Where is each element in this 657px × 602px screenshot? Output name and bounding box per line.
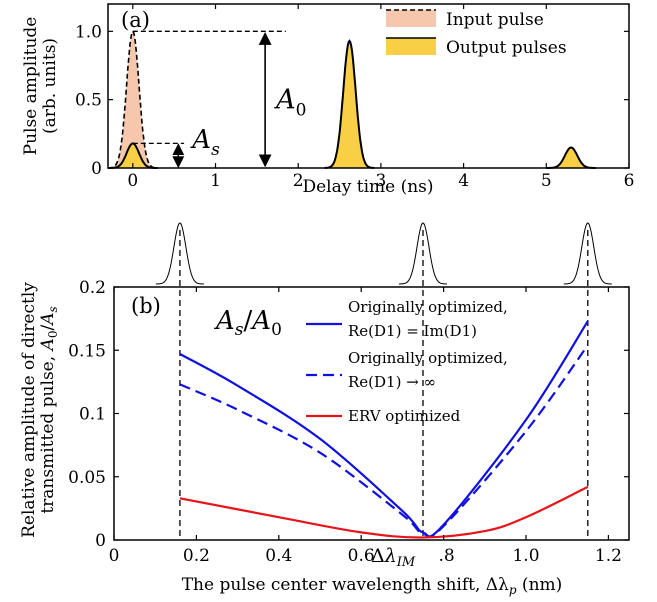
panel-b-legend: Originally optimized, Re(D1) = Im(D1) Orig… bbox=[306, 298, 508, 425]
legend-label-series-originally-optimized-equal: Originally optimized, bbox=[348, 298, 508, 316]
legend-label-line2-series-originally-optimized-infinite: Re(D1) → ∞ bbox=[348, 373, 436, 391]
b-ytick-label: 0 bbox=[95, 531, 106, 551]
panel-a-frame bbox=[107, 3, 630, 169]
a-ytick-label: 0.5 bbox=[75, 91, 102, 111]
b-xtick-label: 1.2 bbox=[595, 546, 622, 566]
legend-label-line2-series-originally-optimized-equal: Re(D1) = Im(D1) bbox=[348, 322, 477, 340]
panel-a-x-ticks: 0 1 2 3 4 5 6 bbox=[127, 4, 634, 191]
inset-pulse-0 bbox=[155, 222, 204, 285]
output-pulse-fill-2 bbox=[546, 147, 596, 168]
panel-b-pulse-insets bbox=[155, 222, 612, 285]
a0-label: A0 bbox=[273, 85, 306, 121]
output-pulse-outline-1 bbox=[324, 39, 375, 169]
panel-a-label: (a) bbox=[121, 8, 150, 32]
panel-a-annotations: A0 As bbox=[132, 30, 306, 169]
b-xtick-label: .8 bbox=[438, 546, 454, 566]
a-xtick-label: 1 bbox=[210, 171, 221, 191]
as-label: As bbox=[190, 125, 220, 160]
panel-a-legend: Input pulse Output pulses bbox=[386, 9, 567, 58]
inset-pulse-2 bbox=[563, 222, 612, 285]
panel-b: 0 0.2 0.4 0.6 .8 1.0 1.2 0 0.05 0.1 0.15 0.2 Origi… bbox=[19, 222, 630, 597]
b-xtick-label: 0 bbox=[109, 546, 120, 566]
input-pulse-outline-0 bbox=[107, 29, 158, 169]
b-ytick-label: 0.05 bbox=[68, 468, 106, 488]
a-ytick-label: 0 bbox=[91, 159, 102, 179]
panel-b-series bbox=[179, 320, 589, 539]
series-erv-optimized bbox=[179, 485, 589, 539]
panel-b-ratio-label: As/A0 bbox=[214, 306, 282, 340]
series-originally-optimized-infinite bbox=[179, 344, 589, 539]
legend-label-series-erv-optimized: ERV optimized bbox=[348, 407, 461, 425]
panel-b-y-ticks: 0 0.05 0.1 0.15 0.2 bbox=[68, 278, 629, 551]
a-xtick-label: 2 bbox=[293, 171, 304, 191]
b-xtick-label: 0.2 bbox=[183, 546, 210, 566]
panel-b-x-ticks: 0 0.2 0.4 0.6 .8 1.0 1.2 bbox=[109, 287, 622, 566]
series-originally-optimized-equal bbox=[179, 320, 589, 538]
b-ytick-label: 0.2 bbox=[79, 278, 106, 298]
a-xtick-label: 4 bbox=[458, 171, 469, 191]
output-pulse-fill-0 bbox=[108, 143, 158, 168]
legend-label-output: Output pulses bbox=[446, 38, 567, 58]
input-pulse-fill-0 bbox=[108, 31, 158, 168]
panel-b-marker-label: ΔλIM bbox=[371, 545, 416, 570]
panel-b-y-axis-label-line1: Relative amplitude of directly bbox=[19, 282, 39, 538]
panel-b-x-axis-label: The pulse center wavelength shift, Δλp (… bbox=[182, 575, 563, 597]
panel-a-y-axis-label-line1: Pulse amplitude bbox=[21, 17, 41, 156]
legend-swatch-output bbox=[386, 38, 436, 55]
a-xtick-label: 5 bbox=[541, 171, 552, 191]
a-xtick-label: 3 bbox=[375, 171, 386, 191]
output-pulse-fill-1 bbox=[324, 40, 375, 168]
a-xtick-label: 6 bbox=[624, 171, 635, 191]
a-ytick-label: 1.0 bbox=[75, 22, 102, 42]
panel-a-x-axis-label: Delay time (ns) bbox=[302, 177, 433, 197]
legend-label-input: Input pulse bbox=[446, 10, 544, 30]
panel-b-y-axis-label-line2: transmitted pulse, A0/As bbox=[38, 306, 60, 513]
b-ytick-label: 0.1 bbox=[79, 405, 106, 425]
a-xtick-label: 0 bbox=[127, 171, 138, 191]
panel-a-pulse-fills bbox=[108, 31, 596, 168]
b-ytick-label: 0.15 bbox=[68, 341, 106, 361]
panel-a-y-axis-label-line2: (arb. units) bbox=[40, 38, 60, 134]
panel-b-label: (b) bbox=[131, 294, 161, 318]
b-xtick-label: 1.0 bbox=[512, 546, 539, 566]
legend-swatch-input bbox=[386, 10, 436, 27]
panel-a-y-ticks: 0 0.5 1.0 bbox=[75, 22, 629, 179]
b-xtick-label: 0.4 bbox=[265, 546, 292, 566]
inset-pulse-1 bbox=[399, 222, 447, 285]
b-xtick-label: 0.6 bbox=[348, 546, 375, 566]
legend-label-series-originally-optimized-infinite: Originally optimized, bbox=[348, 349, 508, 367]
